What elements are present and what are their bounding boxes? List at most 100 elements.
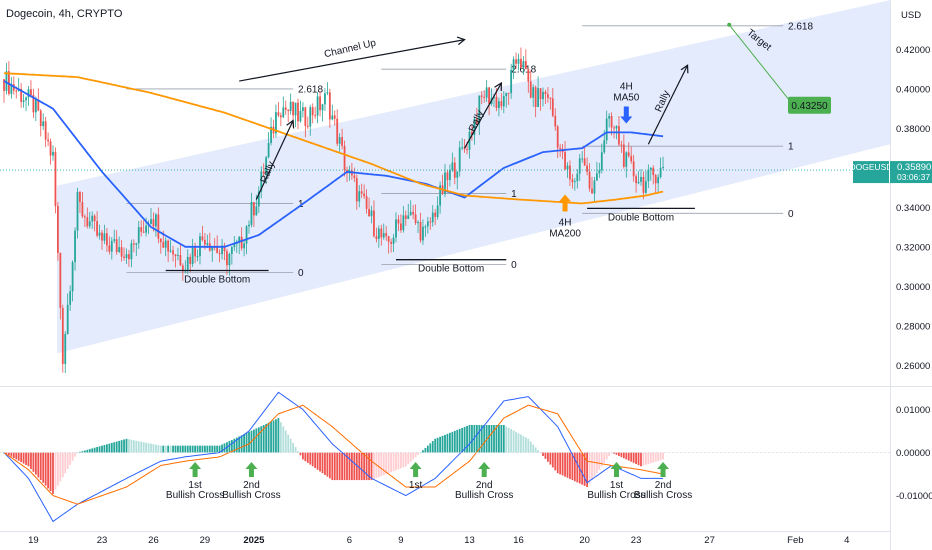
candle-body: [194, 247, 196, 257]
candle-body: [520, 58, 522, 68]
candle-body: [25, 97, 27, 101]
candle-body: [569, 165, 571, 180]
macd-histogram-bar: [287, 434, 290, 453]
macd-histogram-bar: [387, 452, 390, 474]
candle-body: [642, 177, 645, 193]
macd-histogram-bar: [483, 425, 486, 453]
macd-histogram-bar: [235, 437, 238, 453]
candle-body: [86, 217, 89, 227]
macd-histogram-bar: [66, 452, 69, 470]
candle-body: [395, 219, 397, 238]
candle-body: [527, 69, 530, 82]
candle-body: [333, 115, 336, 119]
macd-histogram-bar: [150, 443, 152, 453]
macd-histogram-bar: [135, 440, 138, 453]
macd-histogram-bar: [32, 452, 35, 472]
candle-body: [627, 152, 630, 156]
macd-histogram-bar: [471, 425, 473, 453]
macd-histogram-bar: [368, 452, 370, 481]
candle-body: [181, 265, 184, 272]
candle-body: [444, 172, 446, 194]
macd-histogram-bar: [211, 445, 214, 453]
macd-histogram-bar: [282, 426, 285, 453]
macd-histogram-bar: [439, 436, 441, 453]
candle-body: [98, 232, 101, 236]
candle-body: [370, 210, 373, 217]
candle-body: [480, 95, 483, 97]
macd-histogram-bar: [57, 452, 59, 486]
candle-body: [573, 181, 576, 183]
macd-histogram-bar: [642, 452, 645, 466]
candle-body: [603, 140, 606, 153]
macd-histogram-bar: [230, 439, 233, 453]
candle-body: [250, 202, 253, 225]
macd-histogram-bar: [152, 444, 155, 453]
signal-line: [3, 404, 664, 505]
target-line: [728, 24, 794, 106]
candle-body: [186, 256, 189, 270]
candle-body: [380, 228, 383, 238]
candle-body: [414, 214, 417, 224]
macd-histogram-bar: [123, 439, 125, 453]
candle-body: [287, 109, 290, 112]
macd-histogram-bar: [22, 452, 25, 464]
macd-histogram-bar: [351, 452, 353, 481]
fib-label-one: 1: [788, 142, 794, 153]
candle-body: [130, 243, 133, 260]
macd-histogram-bar: [294, 447, 297, 453]
bullish-cross-label: Bullish Cross: [222, 490, 280, 501]
candle-body: [336, 118, 339, 144]
macd-histogram-bar: [169, 445, 172, 453]
candle-body: [8, 71, 10, 94]
macd-histogram-bar: [583, 452, 586, 486]
candle-body: [101, 232, 103, 241]
rally-arrow-1-head: [286, 119, 295, 129]
candle-body: [593, 180, 596, 194]
candle-body: [544, 91, 547, 95]
candle-body: [277, 112, 280, 116]
macd-histogram-bar: [179, 445, 182, 453]
candle-body: [471, 131, 473, 136]
macd-histogram-bar: [343, 452, 346, 481]
candle-body: [620, 144, 623, 146]
candle-body: [248, 224, 250, 227]
ma200-line: [3, 72, 664, 205]
macd-histogram-bar: [91, 448, 94, 453]
candle-body: [392, 237, 395, 244]
candle-body: [473, 119, 476, 136]
candle-body: [662, 166, 664, 168]
target-dot: [727, 22, 732, 27]
macd-histogram-bar: [64, 452, 67, 474]
macd-histogram-bar: [537, 450, 539, 453]
candle-body: [483, 96, 486, 98]
candle-body: [83, 216, 86, 218]
macd-histogram-bar: [615, 452, 618, 455]
macd-histogram-bar: [424, 447, 427, 453]
candle-body: [91, 215, 94, 222]
candle-body: [559, 147, 562, 149]
macd-histogram-bar: [449, 432, 451, 453]
macd-histogram-bar: [71, 452, 74, 461]
time-tick-label: 20: [579, 535, 590, 546]
candle-body: [61, 307, 64, 365]
time-tick-label: 26: [148, 535, 159, 546]
macd-histogram-bar: [436, 437, 439, 453]
candle-body: [451, 162, 454, 171]
macd-histogram-bar: [522, 436, 525, 453]
bullish-cross-label: Bullish Cross: [587, 490, 645, 501]
macd-histogram-bar: [517, 433, 520, 453]
macd-histogram-bar: [39, 452, 42, 481]
candle-body: [654, 175, 657, 184]
candle-body: [172, 250, 174, 255]
fib-label-zero: 0: [298, 268, 304, 279]
candle-body: [358, 191, 361, 202]
candle-body: [439, 185, 441, 206]
macd-histogram-bar: [240, 435, 243, 453]
candle-body: [385, 233, 388, 237]
candle-body: [458, 147, 461, 172]
ma200-label-line1: 4H: [559, 218, 572, 229]
fib-label-ext: 2.618: [511, 65, 536, 76]
price-tick-label: 0.42000: [896, 45, 930, 56]
macd-histogram-bar: [564, 452, 566, 477]
